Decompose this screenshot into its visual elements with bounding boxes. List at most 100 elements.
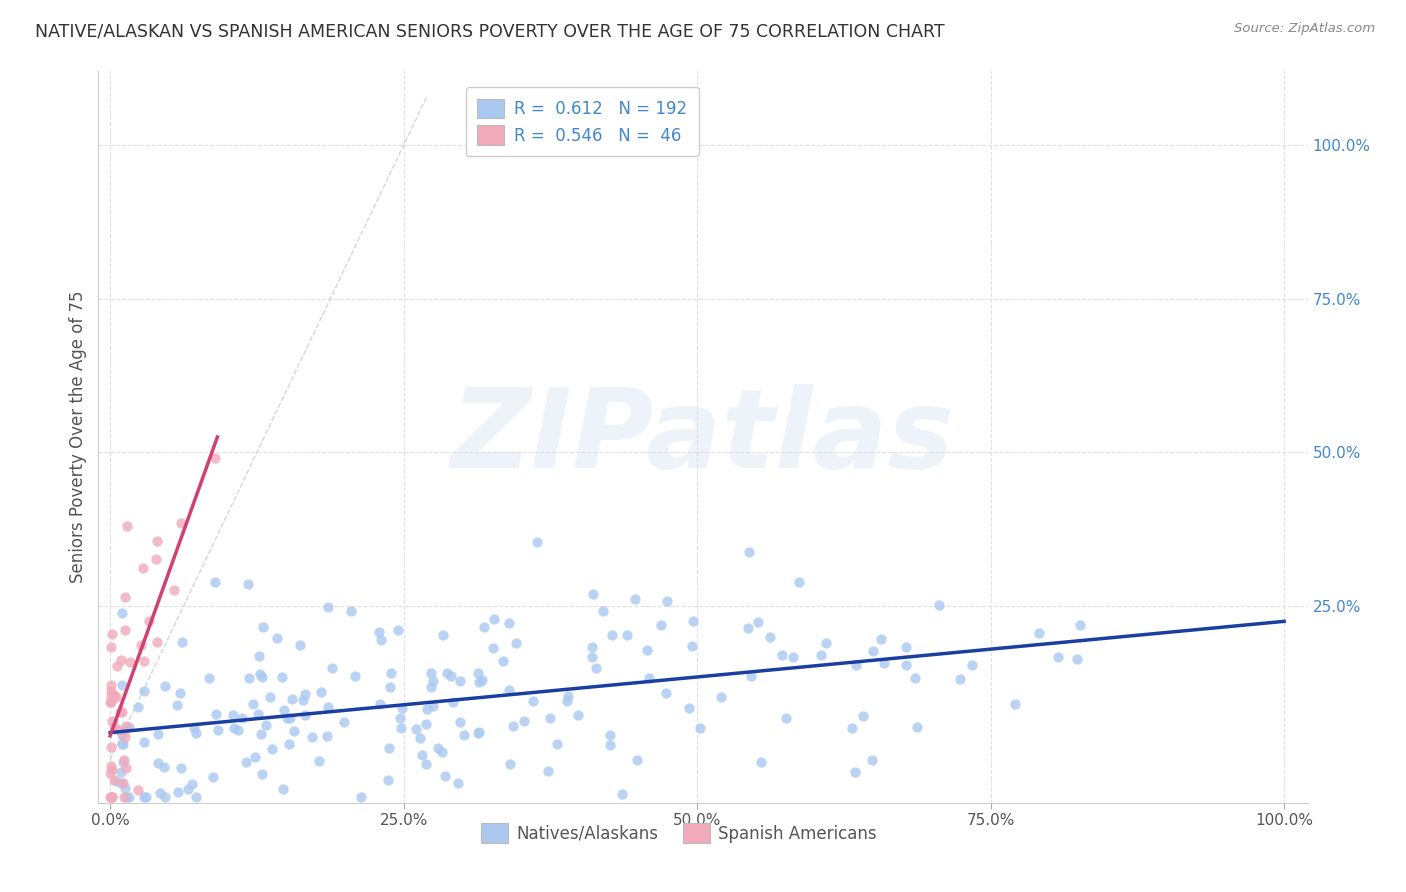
Point [111, 607, 134, 621]
Point [436, 666, 458, 681]
Point [422, 673, 444, 688]
Point [100, 759, 122, 773]
Point [600, 628, 623, 642]
Point [770, 648, 793, 662]
Point [290, 638, 312, 652]
Point [148, 727, 170, 741]
Point [738, 545, 761, 559]
Point [472, 619, 495, 633]
Point [737, 621, 759, 635]
Point [749, 755, 772, 769]
Point [815, 635, 838, 649]
Point [1028, 625, 1050, 640]
Point [103, 772, 125, 787]
Point [681, 639, 703, 653]
Point [98, 766, 121, 780]
Point [101, 789, 124, 804]
Point [115, 518, 138, 533]
Point [98, 695, 121, 709]
Point [502, 719, 524, 733]
Point [100, 740, 122, 755]
Point [387, 623, 409, 637]
Point [678, 701, 700, 715]
Point [252, 670, 274, 684]
Point [118, 789, 141, 804]
Point [467, 665, 489, 680]
Point [905, 720, 928, 734]
Point [181, 777, 204, 791]
Point [100, 789, 122, 804]
Point [1069, 618, 1091, 632]
Point [238, 672, 260, 686]
Point [259, 690, 281, 704]
Point [380, 665, 402, 680]
Point [235, 755, 257, 769]
Point [411, 748, 433, 763]
Point [115, 761, 138, 775]
Point [740, 669, 762, 683]
Legend: Natives/Alaskans, Spanish Americans: Natives/Alaskans, Spanish Americans [474, 817, 883, 849]
Point [434, 769, 457, 783]
Point [415, 757, 437, 772]
Point [655, 593, 678, 607]
Point [449, 715, 471, 730]
Point [100, 678, 122, 692]
Point [146, 533, 169, 548]
Point [498, 682, 520, 697]
Point [146, 635, 169, 649]
Point [204, 450, 226, 465]
Point [928, 598, 950, 612]
Point [316, 600, 339, 615]
Point [280, 692, 302, 706]
Point [1066, 652, 1088, 666]
Point [103, 718, 125, 732]
Point [759, 630, 782, 644]
Point [870, 632, 893, 646]
Point [111, 775, 134, 789]
Point [114, 730, 136, 744]
Point [389, 711, 412, 725]
Point [111, 737, 134, 751]
Point [626, 753, 648, 767]
Point [114, 722, 136, 736]
Point [105, 774, 128, 789]
Point [242, 697, 264, 711]
Point [129, 638, 152, 652]
Point [492, 654, 515, 668]
Point [222, 721, 245, 735]
Point [271, 782, 294, 797]
Point [132, 735, 155, 749]
Point [205, 706, 228, 721]
Point [546, 737, 568, 751]
Point [163, 583, 186, 598]
Point [266, 632, 288, 646]
Point [118, 720, 141, 734]
Point [103, 688, 125, 702]
Point [841, 721, 863, 735]
Point [166, 698, 188, 713]
Point [153, 789, 176, 804]
Point [581, 650, 603, 665]
Point [468, 724, 491, 739]
Point [377, 773, 399, 788]
Point [405, 722, 427, 736]
Point [389, 722, 412, 736]
Point [498, 616, 520, 631]
Point [114, 591, 136, 605]
Point [207, 723, 229, 738]
Point [170, 761, 193, 775]
Point [610, 787, 633, 801]
Point [505, 636, 527, 650]
Point [254, 718, 277, 732]
Point [415, 717, 437, 731]
Point [377, 741, 399, 756]
Point [419, 680, 441, 694]
Point [537, 764, 560, 778]
Point [149, 786, 172, 800]
Point [409, 731, 432, 745]
Point [787, 575, 810, 590]
Point [962, 658, 984, 673]
Point [100, 683, 122, 698]
Point [110, 706, 132, 720]
Point [201, 770, 224, 784]
